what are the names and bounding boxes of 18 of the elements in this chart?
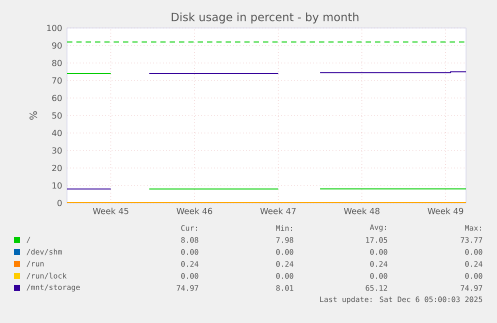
y-tick-label: 60 bbox=[52, 94, 62, 102]
y-tick-label: 80 bbox=[52, 60, 62, 66]
y-axis-title: % bbox=[30, 111, 38, 120]
y-tick-label: 70 bbox=[52, 77, 62, 84]
y-tick-label: 20 bbox=[52, 164, 62, 172]
y-tick-label: 0 bbox=[57, 200, 62, 206]
y-tick-label: 10 bbox=[52, 182, 62, 189]
x-tick-label: Week 49 bbox=[428, 208, 464, 214]
y-tick-label: 100 bbox=[47, 24, 62, 32]
x-tick-label: Week 48 bbox=[344, 208, 380, 214]
x-tick-label: Week 47 bbox=[260, 208, 296, 214]
y-tick-label: 90 bbox=[52, 42, 62, 49]
x-tick-label: Week 45 bbox=[92, 208, 128, 214]
y-tick-label: 50 bbox=[52, 112, 62, 119]
y-tick-label: 30 bbox=[52, 147, 62, 154]
y-tick-label: 40 bbox=[52, 130, 62, 136]
chart-title: Disk usage in percent - by month bbox=[172, 12, 358, 24]
x-tick-label: Week 46 bbox=[176, 208, 212, 214]
